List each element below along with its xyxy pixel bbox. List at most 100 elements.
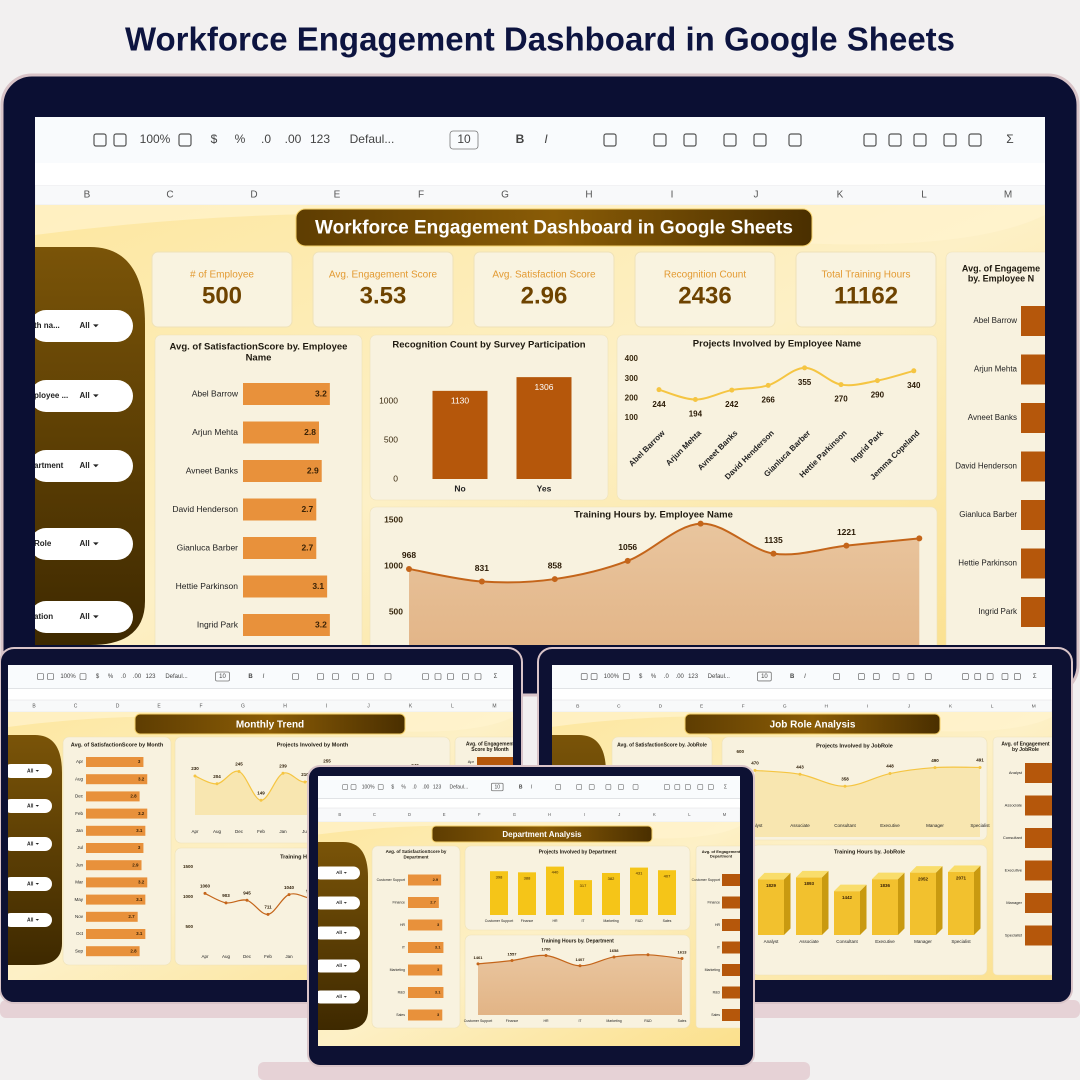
toolbar-item: .00 xyxy=(133,674,142,680)
filter-label: th na... xyxy=(34,321,60,330)
toolbar-icon xyxy=(342,784,348,790)
value-label: 443 xyxy=(796,764,804,769)
bar xyxy=(758,879,784,935)
point xyxy=(478,578,485,585)
value-label: 245 xyxy=(235,762,243,767)
toolbar-icon xyxy=(664,784,670,790)
column-letter: J xyxy=(754,190,759,201)
dropdown-arrow xyxy=(35,805,40,807)
toolbar-icon xyxy=(352,673,359,680)
filter-value: All xyxy=(27,881,34,887)
bar-side xyxy=(860,884,867,935)
y-tick-label: 300 xyxy=(625,374,639,383)
filter-value: All xyxy=(336,994,342,999)
point xyxy=(680,957,684,961)
toolbar-item: Σ xyxy=(494,674,498,680)
column-letter: H xyxy=(824,703,828,709)
column-letter: L xyxy=(991,703,994,709)
value-label: 1221 xyxy=(837,527,856,537)
bar xyxy=(722,896,740,909)
toolbar-icon xyxy=(317,673,324,680)
toolbar-icon xyxy=(974,673,982,680)
value-label: 1056 xyxy=(618,542,637,552)
value-label: 1306 xyxy=(535,382,554,392)
category-label: R&D xyxy=(713,990,721,994)
value-label: 388 xyxy=(524,875,531,880)
category-label: Sales xyxy=(678,1019,687,1023)
toolbar-item: B xyxy=(519,784,523,790)
column-letter: I xyxy=(671,190,674,201)
toolbar-item: Σ xyxy=(1006,132,1013,146)
point xyxy=(978,765,982,769)
toolbar-item: .00 xyxy=(285,132,302,146)
column-letter: D xyxy=(250,190,257,201)
point xyxy=(287,893,291,897)
category-label: Dec xyxy=(243,954,252,959)
category-label: Gianluca Barber xyxy=(177,542,239,552)
toolbar-item: 100% xyxy=(140,132,171,146)
filter-value: All xyxy=(336,963,342,968)
toolbar-icon xyxy=(605,784,612,790)
category-label: Ingrid Park xyxy=(978,607,1018,616)
point xyxy=(237,770,241,773)
category-label: Feb xyxy=(264,954,272,959)
column-letter: E xyxy=(157,703,161,709)
toolbar-item: % xyxy=(108,674,114,680)
chart-title: Recognition Count by Survey Participatio… xyxy=(392,340,585,351)
category-label: Customer Support xyxy=(464,1019,492,1023)
filter-pill xyxy=(318,926,360,940)
category-label: Customer Support xyxy=(485,919,513,923)
bar xyxy=(722,1009,740,1021)
bar xyxy=(86,877,148,888)
value-label: 491 xyxy=(976,758,984,763)
value-label: 266 xyxy=(762,395,776,404)
value-label: 2052 xyxy=(918,876,929,881)
toolbar-icon xyxy=(888,133,902,147)
point xyxy=(624,557,631,564)
bar xyxy=(432,390,488,479)
bar xyxy=(872,879,898,935)
category-label: Consultant xyxy=(834,823,856,828)
y-tick-label: 1500 xyxy=(384,514,403,524)
toolbar-icon xyxy=(377,784,384,790)
value-label: 3.2 xyxy=(315,619,327,629)
font-size-box xyxy=(215,671,230,682)
point xyxy=(798,772,802,776)
filter-panel xyxy=(35,247,145,645)
column-letter: B xyxy=(84,190,91,201)
y-tick-label: 200 xyxy=(625,393,639,402)
toolbar-icon xyxy=(858,673,865,680)
point xyxy=(578,964,582,968)
y-tick-label: 100 xyxy=(625,413,639,422)
value-label: 2.7 xyxy=(301,542,313,552)
column-letter: C xyxy=(617,703,621,709)
category-label: Jan xyxy=(285,954,293,959)
value-label: 2.7 xyxy=(128,914,135,919)
point xyxy=(843,542,850,549)
category-label: Jun xyxy=(76,862,84,867)
chart-title: Projects Involved by JobRole xyxy=(816,743,893,749)
filter-pill xyxy=(35,380,133,412)
toolbar-icon xyxy=(113,133,127,147)
bar xyxy=(1021,306,1045,336)
y-tick-label: 400 xyxy=(625,354,639,363)
toolbar-item: 10 xyxy=(494,784,500,790)
toolbar-item: .0 xyxy=(261,132,271,146)
bar xyxy=(722,941,740,954)
category-label: Yes xyxy=(537,483,552,493)
value-label: 1557 xyxy=(508,952,518,957)
bar xyxy=(722,874,740,886)
point xyxy=(551,576,558,583)
toolbar-icon xyxy=(632,784,639,790)
filter-pill xyxy=(35,450,133,482)
toolbar-item: .0 xyxy=(412,784,416,790)
column-letter: D xyxy=(659,703,663,709)
toolbar-item: 10 xyxy=(219,674,226,680)
filter-value: All xyxy=(336,930,342,935)
column-letter: G xyxy=(513,812,516,817)
category-label: Hettie Parkinson xyxy=(958,559,1017,568)
value-label: 3.1 xyxy=(136,897,143,902)
area xyxy=(409,523,920,645)
category-label: IT xyxy=(717,945,721,949)
